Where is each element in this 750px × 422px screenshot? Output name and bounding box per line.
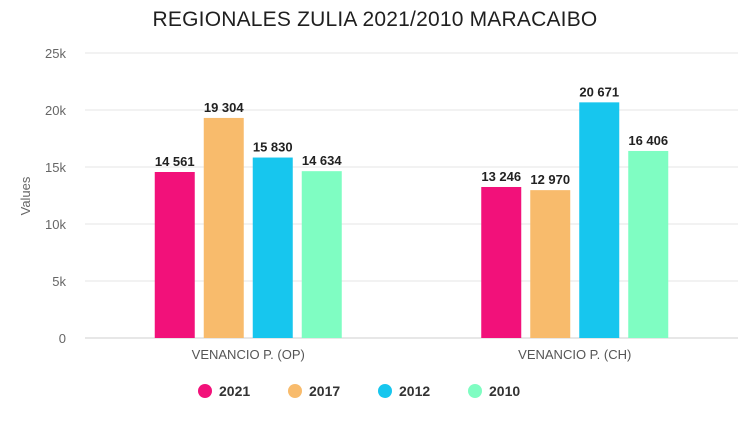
chart-title: REGIONALES ZULIA 2021/2010 MARACAIBO (152, 8, 598, 31)
x-axis: VENANCIO P. (OP) VENANCIO P. (CH) (192, 347, 632, 362)
x-category-label: VENANCIO P. (CH) (518, 347, 631, 362)
legend-label: 2021 (219, 383, 250, 399)
data-labels: 14 561 19 304 15 830 14 634 13 246 12 970 20 6… (155, 84, 668, 187)
data-label: 15 830 (253, 140, 293, 155)
y-tick-label: 25k (45, 46, 66, 61)
legend-marker (198, 384, 212, 398)
legend-label: 2017 (309, 383, 340, 399)
legend-label: 2012 (399, 383, 430, 399)
legend-marker (468, 384, 482, 398)
bar-2017 (203, 117, 244, 338)
y-tick-label: 10k (45, 217, 66, 232)
bars (154, 102, 669, 338)
y-tick-label: 20k (45, 103, 66, 118)
y-axis-title: Values (18, 176, 33, 215)
legend-marker (288, 384, 302, 398)
data-label: 14 561 (155, 154, 195, 169)
y-axis: 0 5k 10k 15k 20k 25k (45, 46, 66, 346)
bar-2012 (579, 102, 620, 338)
data-label: 19 304 (204, 100, 245, 115)
y-tick-label: 0 (59, 331, 66, 346)
legend-label: 2010 (489, 383, 520, 399)
legend-marker (378, 384, 392, 398)
data-label: 13 246 (481, 169, 521, 184)
y-tick-label: 15k (45, 160, 66, 175)
x-category-label: VENANCIO P. (OP) (192, 347, 305, 362)
bar-2012 (252, 157, 293, 338)
data-label: 16 406 (628, 133, 668, 148)
bar-2010 (628, 150, 669, 338)
data-label: 12 970 (530, 172, 570, 187)
bar-2017 (530, 190, 571, 338)
y-tick-label: 5k (52, 274, 66, 289)
bar-2010 (301, 171, 342, 338)
bar-2021 (154, 172, 195, 338)
data-label: 20 671 (579, 84, 619, 99)
legend: 2021 2017 2012 2010 (198, 383, 520, 399)
bar-2021 (481, 186, 522, 338)
data-label: 14 634 (302, 153, 343, 168)
